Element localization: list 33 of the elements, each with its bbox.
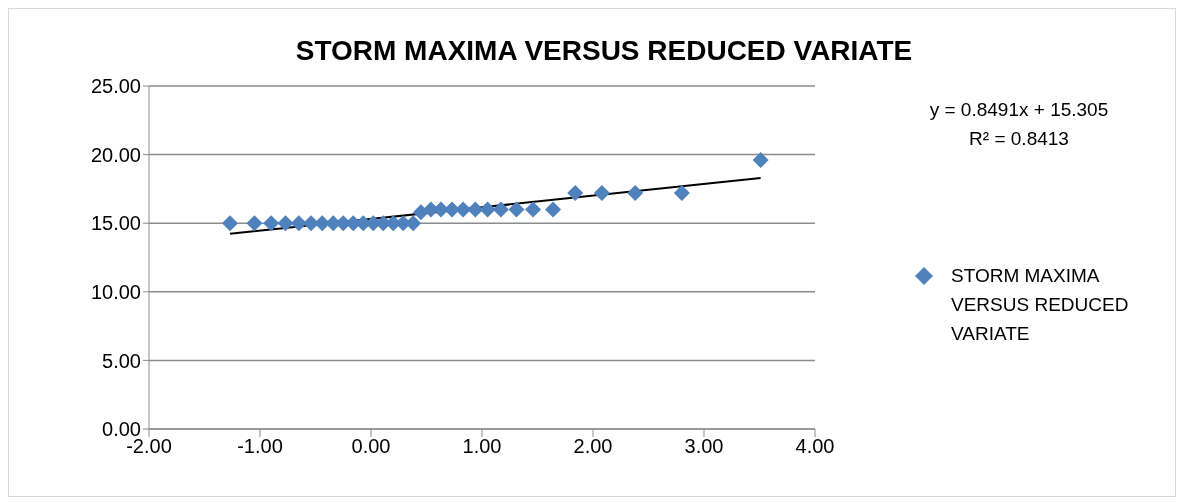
text: y = 0.8491x + 15.305 (928, 98, 1110, 122)
point (567, 185, 584, 202)
point (545, 201, 562, 218)
point (593, 185, 610, 202)
point (467, 201, 484, 218)
y-tick-label: 15.00 (90, 212, 141, 235)
x-tick-label: 3.00 (684, 435, 724, 458)
point (222, 215, 239, 232)
point (290, 215, 307, 232)
legend-label: STORM MAXIMA VERSUS REDUCED VARIATE (951, 264, 1130, 346)
x-tick-label: 4.00 (795, 435, 835, 458)
point (492, 201, 509, 218)
point (627, 185, 644, 202)
y-tick-label: 25.00 (90, 75, 141, 98)
x-tick-label: -2.00 (126, 435, 172, 458)
chart-title: STORM MAXIMA VERSUS REDUCED VARIATE (294, 35, 914, 67)
point (263, 215, 280, 232)
point (673, 185, 690, 202)
point (508, 201, 525, 218)
point (525, 201, 542, 218)
point (752, 152, 769, 169)
x-tick-label: 2.00 (573, 435, 613, 458)
text: R² = 0.8413 (968, 127, 1070, 151)
point (479, 201, 496, 218)
y-tick-label: 10.00 (90, 280, 141, 303)
point (277, 215, 294, 232)
x-tick-label: 0.00 (351, 435, 391, 458)
x-tick-label: -1.00 (237, 435, 283, 458)
x-tick-label: 1.00 (462, 435, 502, 458)
y-tick-label: 5.00 (102, 349, 141, 372)
point (246, 215, 263, 232)
y-tick-label: 20.00 (90, 143, 141, 166)
point (455, 201, 472, 218)
